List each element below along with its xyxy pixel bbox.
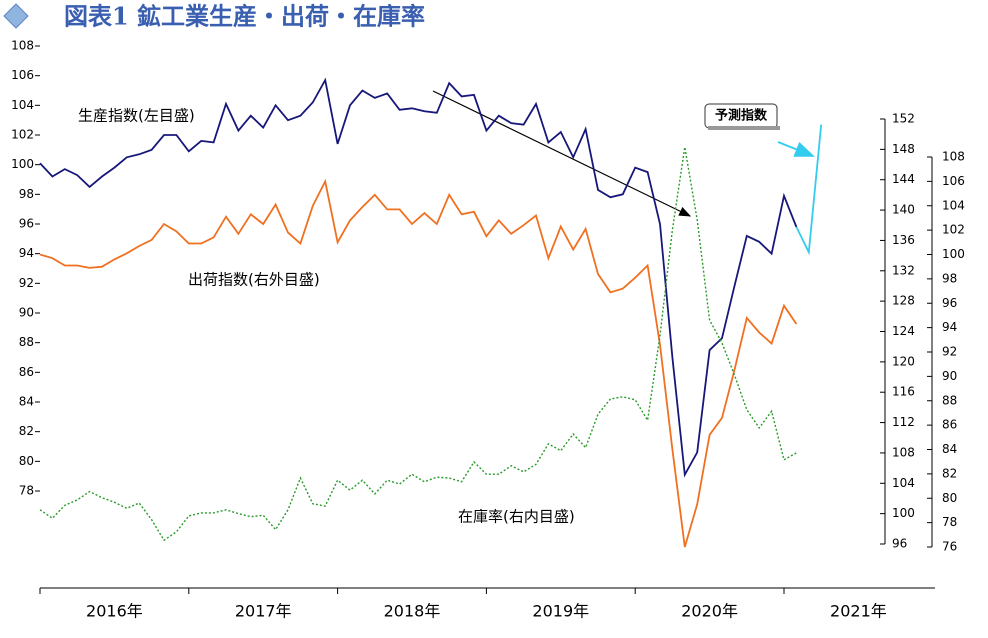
chart-title: 図表1 鉱工業生産・出荷・在庫率 xyxy=(64,2,425,31)
tick-label: 94 xyxy=(942,320,957,334)
tick-label: 144 xyxy=(892,172,915,186)
tick-label: 104 xyxy=(942,198,965,212)
tick-label: 100 xyxy=(942,247,965,261)
tick-label: 104 xyxy=(892,476,915,490)
tick-label: 106 xyxy=(942,174,965,188)
tick-label: 92 xyxy=(942,345,957,359)
series-line xyxy=(39,77,798,478)
tick-label: 92 xyxy=(19,276,34,290)
title-icon xyxy=(3,3,29,29)
x-tick-label: 2021年 xyxy=(830,602,887,621)
tick-label: 98 xyxy=(942,271,957,285)
forecast-arrow xyxy=(777,141,815,157)
tick-label: 152 xyxy=(892,112,915,126)
tick-label: 124 xyxy=(892,324,915,338)
tick-label: 84 xyxy=(19,395,34,409)
tick-label: 80 xyxy=(942,491,957,505)
tick-label: 128 xyxy=(892,294,915,308)
tick-label: 88 xyxy=(19,335,34,349)
x-tick-label: 2019年 xyxy=(532,602,589,621)
tick-label: 98 xyxy=(19,187,34,201)
tick-label: 148 xyxy=(892,142,915,156)
tick-label: 90 xyxy=(19,306,34,320)
trend-arrow xyxy=(432,90,692,217)
tick-label: 86 xyxy=(19,365,34,379)
series-line xyxy=(39,178,798,548)
tick-label: 82 xyxy=(19,424,34,438)
tick-label: 86 xyxy=(942,418,957,432)
tick-label: 88 xyxy=(942,393,957,407)
tick-label: 108 xyxy=(11,39,34,53)
annotation: 出荷指数(右外目盛) xyxy=(188,271,320,289)
tick-label: 94 xyxy=(19,246,34,260)
annotation: 生産指数(左目盛) xyxy=(78,107,195,125)
tick-label: 78 xyxy=(942,515,957,529)
annotation: 予測指数 xyxy=(715,108,768,124)
tick-label: 80 xyxy=(19,454,34,468)
tick-label: 108 xyxy=(942,150,965,164)
tick-label: 100 xyxy=(892,506,915,520)
series-line xyxy=(39,146,797,542)
tick-label: 96 xyxy=(19,217,34,231)
tick-label: 102 xyxy=(942,223,965,237)
tick-label: 82 xyxy=(942,466,957,480)
tick-label: 100 xyxy=(11,157,34,171)
tick-label: 78 xyxy=(19,484,34,498)
tick-label: 112 xyxy=(892,415,915,429)
tick-label: 76 xyxy=(942,540,957,554)
tick-label: 136 xyxy=(892,233,915,247)
x-tick-label: 2017年 xyxy=(235,602,292,621)
annotation: 在庫率(右内目盛) xyxy=(458,508,575,526)
tick-label: 108 xyxy=(892,445,915,459)
tick-label: 90 xyxy=(942,369,957,383)
x-tick-label: 2018年 xyxy=(384,602,441,621)
series-line xyxy=(795,124,823,256)
tick-label: 96 xyxy=(892,537,907,551)
x-tick-label: 2016年 xyxy=(86,602,143,621)
tick-label: 106 xyxy=(11,68,34,82)
annotation-shadow xyxy=(708,126,780,130)
tick-label: 102 xyxy=(11,128,34,142)
tick-label: 96 xyxy=(942,296,957,310)
tick-label: 104 xyxy=(11,98,34,112)
x-tick-label: 2020年 xyxy=(681,602,738,621)
tick-label: 84 xyxy=(942,442,957,456)
tick-label: 116 xyxy=(892,385,915,399)
tick-label: 132 xyxy=(892,263,915,277)
tick-label: 140 xyxy=(892,203,915,217)
tick-label: 120 xyxy=(892,354,915,368)
